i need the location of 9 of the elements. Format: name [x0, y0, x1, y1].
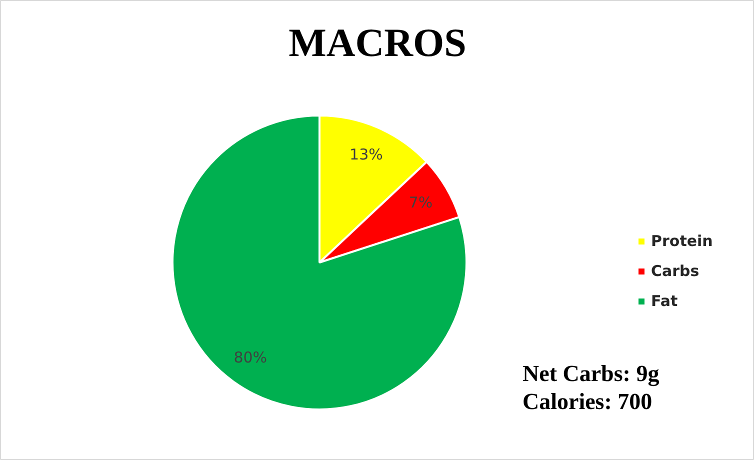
data-label: 13%	[350, 146, 383, 164]
data-label: 80%	[234, 348, 268, 367]
legend-label: Fat	[651, 292, 678, 310]
text: Net Carbs: 9g	[522, 361, 660, 387]
text: Calories: 700	[522, 389, 652, 414]
chart-title: MACROS	[288, 20, 466, 65]
legend-label: Protein	[651, 232, 713, 250]
legend-label: Carbs	[651, 262, 700, 280]
data-label: 7%	[408, 194, 433, 212]
